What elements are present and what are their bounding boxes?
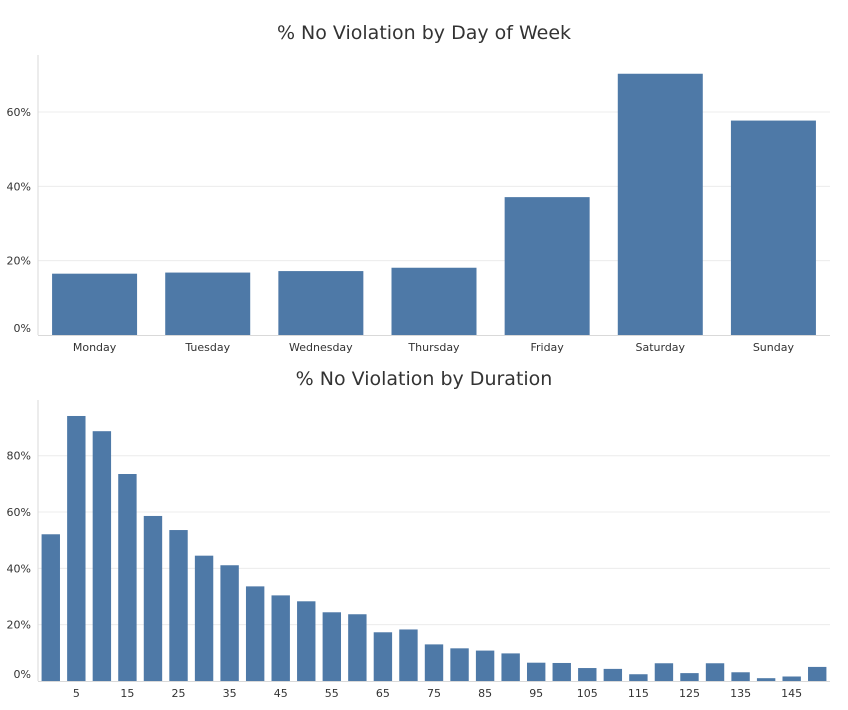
bar-friday: [504, 197, 590, 335]
bar-saturday: [617, 73, 703, 335]
bar-duration-145: [782, 676, 801, 681]
bar-monday: [52, 273, 138, 335]
x-tick-label: 5: [73, 687, 80, 700]
bar-duration-115: [629, 674, 648, 681]
bar-duration-10: [92, 431, 112, 681]
bar-duration-90: [501, 653, 520, 681]
x-tick-label: 45: [274, 687, 288, 700]
y-tick-label: 40%: [7, 562, 31, 575]
chart-title-day-of-week: % No Violation by Day of Week: [276, 22, 572, 44]
bar-thursday: [391, 267, 477, 335]
x-tick-label: 85: [478, 687, 492, 700]
x-tick-label: 105: [577, 687, 598, 700]
bar-duration-105: [578, 668, 597, 681]
x-tick-label: 65: [376, 687, 390, 700]
x-tick-label: Wednesday: [289, 341, 353, 354]
x-tick-label: 95: [529, 687, 543, 700]
x-tick-label: 115: [628, 687, 649, 700]
bar-duration-95: [526, 662, 546, 681]
bar-duration-25: [169, 530, 188, 681]
bar-duration-20: [143, 515, 163, 681]
bar-duration-5: [67, 415, 86, 681]
x-tick-label: 15: [120, 687, 134, 700]
day-of-week-bar-chart: 0% 20% 40% 60% Monday Tuesday Wednesday Thursda…: [7, 55, 830, 354]
bar-duration-30: [194, 555, 214, 681]
y-tick-label: 20%: [7, 255, 31, 268]
bar-duration-70: [399, 629, 418, 681]
bar-duration-135: [731, 672, 750, 681]
y-tick-label: 60%: [7, 106, 31, 119]
bar-duration-65: [373, 632, 393, 681]
bar-duration-40: [245, 586, 265, 681]
chart-title-duration: % No Violation by Duration: [295, 368, 553, 390]
bar-duration-80: [450, 648, 469, 681]
bar-duration-130: [705, 663, 725, 681]
x-tick-label: 75: [427, 687, 441, 700]
x-tick-label: Thursday: [407, 341, 460, 354]
bar-duration-150: [808, 666, 827, 681]
bar-duration-45: [271, 595, 290, 681]
bar-duration-75: [424, 644, 444, 681]
x-tick-label: Friday: [530, 341, 564, 354]
x-tick-label: 55: [325, 687, 339, 700]
y-tick-label: 0%: [14, 668, 31, 681]
bar-duration-15: [118, 474, 137, 681]
x-tick-label: 25: [172, 687, 186, 700]
bar-duration-50: [297, 601, 316, 681]
bar-duration-110: [603, 668, 623, 681]
y-tick-label: 80%: [7, 450, 31, 463]
x-tick-label: Tuesday: [184, 341, 230, 354]
bar-sunday: [730, 120, 816, 335]
bar-duration-55: [322, 612, 342, 681]
bar-duration-60: [348, 614, 367, 681]
bar-duration-85: [475, 650, 495, 681]
x-tick-label: 125: [679, 687, 700, 700]
bar-wednesday: [278, 271, 364, 335]
x-tick-label: Sunday: [753, 341, 795, 354]
bar-duration-35: [220, 565, 239, 681]
bar-duration-0: [41, 534, 60, 681]
x-tick-label: Saturday: [635, 341, 685, 354]
x-tick-label: 35: [223, 687, 237, 700]
x-tick-label: 145: [781, 687, 802, 700]
y-tick-label: 20%: [7, 619, 31, 632]
y-tick-label: 60%: [7, 506, 31, 519]
x-tick-label: 135: [730, 687, 751, 700]
y-tick-label: 0%: [14, 322, 31, 335]
bar-duration-125: [680, 673, 699, 681]
bar-duration-140: [756, 678, 776, 681]
bar-duration-100: [552, 662, 571, 681]
bar-duration-120: [654, 663, 674, 681]
x-tick-label: Monday: [73, 341, 117, 354]
y-tick-label: 40%: [7, 180, 31, 193]
bar-tuesday: [165, 272, 251, 335]
